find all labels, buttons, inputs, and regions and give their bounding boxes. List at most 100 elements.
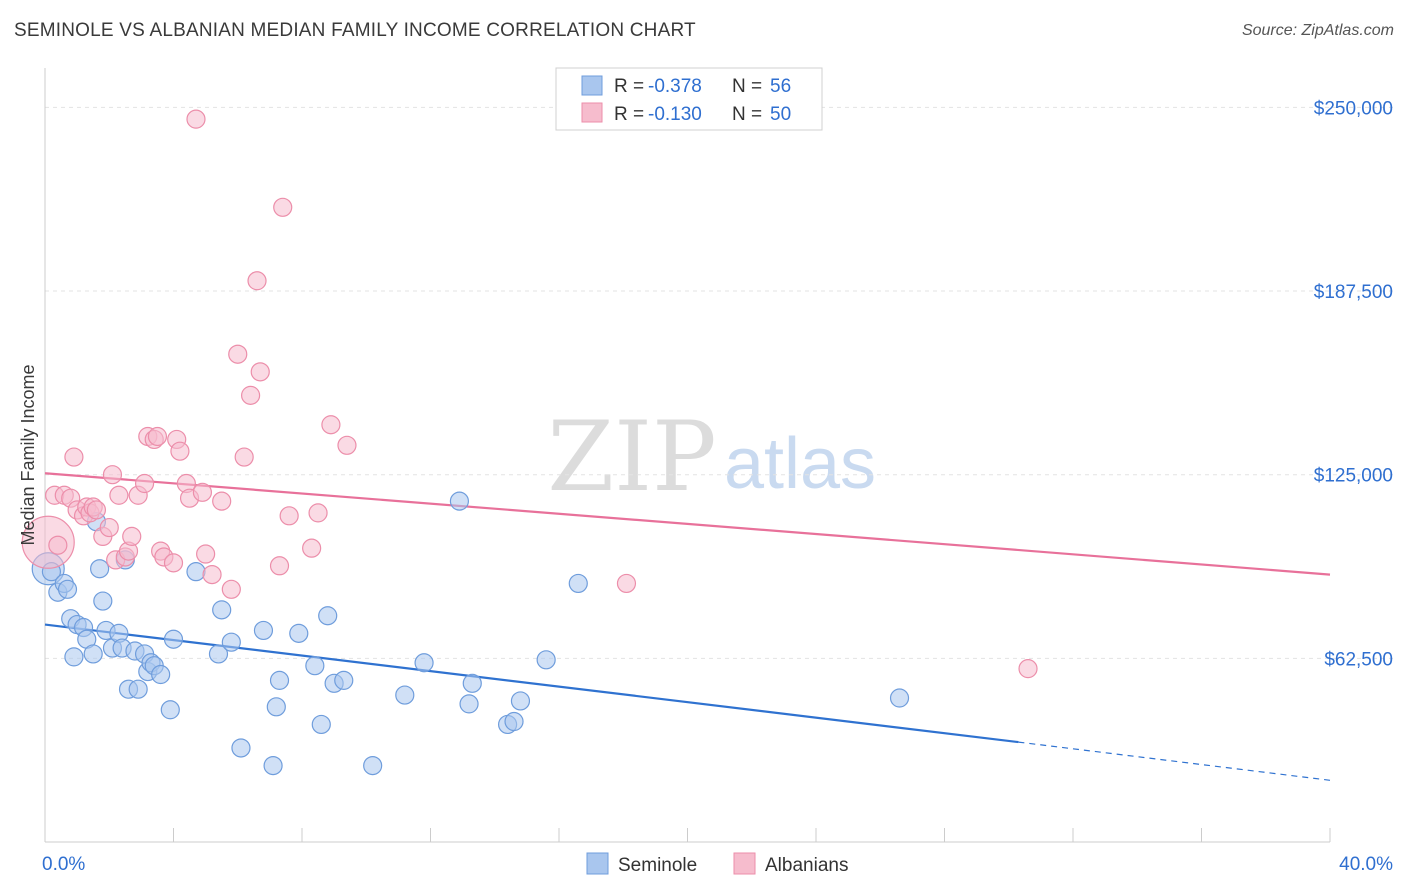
source-credit: Source: ZipAtlas.com bbox=[1241, 22, 1394, 39]
point-seminole bbox=[289, 623, 309, 643]
point-albanians bbox=[170, 441, 190, 461]
stats-legend-r-label: R = bbox=[614, 76, 644, 97]
point-albanians bbox=[321, 415, 341, 435]
stats-legend-swatch-albanians bbox=[581, 102, 603, 123]
point-albanians bbox=[269, 556, 290, 576]
point-albanians bbox=[228, 344, 248, 364]
point-albanians bbox=[48, 535, 68, 555]
point-albanians bbox=[64, 447, 84, 467]
point-albanians bbox=[122, 526, 142, 547]
stats-legend-n-value: 50 bbox=[770, 104, 791, 125]
point-albanians bbox=[202, 564, 222, 585]
stats-legend-n-value: 56 bbox=[770, 76, 791, 97]
stats-legend-r-label: R = bbox=[614, 104, 644, 125]
stats-legend-n-label: N = bbox=[732, 76, 762, 97]
trendline-seminole bbox=[44, 623, 1019, 744]
point-albanians bbox=[616, 573, 637, 594]
point-albanians bbox=[250, 362, 270, 382]
point-seminole bbox=[536, 650, 556, 670]
y-axis-label: Median Family Income bbox=[18, 364, 38, 545]
point-seminole bbox=[221, 632, 241, 652]
legend-swatch-seminole bbox=[586, 852, 609, 875]
trendline-seminole-extension bbox=[1018, 741, 1331, 781]
series-legend: Seminole Albanians bbox=[586, 852, 848, 876]
chart-title: SEMINOLE VS ALBANIAN MEDIAN FAMILY INCOM… bbox=[14, 20, 696, 41]
point-seminole bbox=[462, 673, 482, 693]
point-albanians bbox=[147, 426, 168, 447]
point-albanians bbox=[86, 500, 107, 520]
point-albanians bbox=[212, 491, 232, 511]
point-seminole bbox=[395, 685, 415, 705]
point-seminole bbox=[263, 755, 283, 776]
point-seminole bbox=[160, 700, 180, 720]
y-tick-label: $62,500 bbox=[1324, 649, 1393, 670]
point-albanians bbox=[163, 553, 184, 573]
point-albanians bbox=[192, 482, 213, 502]
point-albanians bbox=[1018, 659, 1038, 679]
point-seminole bbox=[504, 711, 524, 732]
point-albanians bbox=[241, 385, 261, 405]
point-seminole bbox=[449, 491, 470, 511]
point-seminole bbox=[459, 694, 479, 714]
y-tick-labels: $62,500 $125,000 $187,500 $250,000 bbox=[1314, 98, 1393, 670]
y-tick-label: $125,000 bbox=[1314, 466, 1393, 487]
legend-swatch-albanians bbox=[733, 852, 756, 875]
x-tick-label-min: 0.0% bbox=[42, 854, 85, 875]
point-seminole bbox=[510, 691, 531, 711]
point-seminole bbox=[151, 664, 171, 685]
point-albanians bbox=[21, 515, 75, 569]
point-albanians bbox=[186, 109, 206, 129]
point-seminole bbox=[83, 644, 103, 664]
point-albanians bbox=[196, 544, 216, 564]
point-albanians bbox=[337, 435, 357, 455]
point-albanians bbox=[279, 506, 299, 526]
point-seminole bbox=[93, 591, 113, 611]
point-seminole bbox=[266, 697, 286, 717]
watermark: ZIP atlas bbox=[547, 401, 876, 513]
y-tick-label: $250,000 bbox=[1314, 98, 1393, 119]
point-albanians bbox=[102, 465, 123, 485]
point-seminole bbox=[231, 738, 251, 758]
point-albanians bbox=[221, 579, 241, 599]
stats-legend-n-label: N = bbox=[732, 104, 762, 125]
point-seminole bbox=[208, 644, 229, 664]
point-albanians bbox=[273, 197, 293, 217]
trend-lines bbox=[44, 472, 1331, 781]
point-seminole bbox=[269, 670, 290, 690]
point-seminole bbox=[568, 573, 588, 594]
axes bbox=[44, 68, 1331, 843]
point-seminole bbox=[128, 679, 148, 699]
point-seminole bbox=[57, 579, 78, 599]
y-tick-label: $187,500 bbox=[1314, 282, 1393, 303]
x-tick-label-max: 40.0% bbox=[1339, 854, 1393, 875]
stats-legend-swatch-seminole bbox=[581, 75, 603, 96]
point-seminole bbox=[163, 629, 184, 649]
point-seminole bbox=[186, 562, 206, 582]
point-seminole bbox=[414, 653, 434, 673]
watermark-zip: ZIP bbox=[547, 401, 716, 513]
point-seminole bbox=[253, 620, 274, 641]
point-seminole bbox=[305, 656, 325, 676]
point-albanians bbox=[134, 473, 155, 494]
point-albanians bbox=[308, 503, 328, 523]
legend-label-seminole: Seminole bbox=[618, 855, 697, 876]
point-seminole bbox=[318, 606, 338, 626]
point-seminole bbox=[311, 714, 331, 735]
legend-label-albanians: Albanians bbox=[765, 855, 848, 876]
point-seminole bbox=[64, 647, 84, 667]
point-albanians bbox=[109, 485, 129, 505]
point-albanians bbox=[99, 517, 119, 538]
trendline-albanians bbox=[44, 472, 1331, 576]
point-albanians bbox=[302, 538, 322, 558]
point-seminole bbox=[363, 755, 383, 776]
stats-legend-r-value: -0.130 bbox=[648, 104, 702, 125]
watermark-atlas: atlas bbox=[724, 424, 876, 504]
point-seminole bbox=[90, 559, 110, 579]
point-seminole bbox=[212, 600, 232, 620]
gridlines bbox=[45, 106, 1393, 659]
point-albanians bbox=[234, 447, 254, 467]
data-points bbox=[21, 109, 1038, 776]
point-seminole bbox=[889, 688, 910, 708]
stats-legend: R = -0.378 N = 56 R = -0.130 N = 50 bbox=[555, 67, 823, 131]
